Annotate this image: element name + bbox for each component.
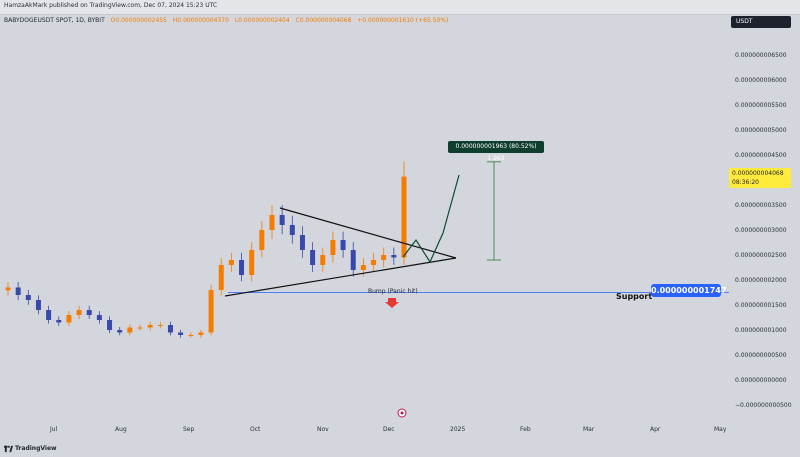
candle-body <box>269 215 275 230</box>
candle-body <box>46 310 52 320</box>
candle-body <box>320 255 326 265</box>
price-tick-label: 0.000000006500 <box>735 52 787 59</box>
publisher-info: HamzaAkMark published on TradingView.com… <box>4 2 218 9</box>
candle-body <box>86 310 92 315</box>
candle-body <box>35 300 41 310</box>
candle-body <box>188 335 194 336</box>
price-tick-label: 0.000000002500 <box>735 252 787 259</box>
top-bar: HamzaAkMark published on TradingView.com… <box>0 0 800 15</box>
candle-body <box>249 250 255 275</box>
time-tick-label: Sep <box>183 426 195 433</box>
price-tick-label: 0.000000003500 <box>735 202 787 209</box>
candle-body <box>76 310 82 315</box>
price-tick-label: 0.000000000000 <box>735 377 787 384</box>
candle-body <box>330 240 336 255</box>
candle-body <box>107 320 113 330</box>
time-tick-label: Oct <box>250 426 261 433</box>
time-tick-label: Mar <box>583 426 595 433</box>
bar-countdown: 08:36:20 <box>732 179 759 186</box>
candle-body <box>239 260 245 275</box>
time-tick-label: Dec <box>383 426 395 433</box>
candle-body <box>391 255 397 258</box>
time-tick-label: Jul <box>50 426 58 433</box>
ohlc-change: +0.000000001610 (+65.50%) <box>357 17 449 24</box>
candle-body <box>157 325 163 326</box>
price-tick-label: 0.000000005500 <box>735 102 787 109</box>
candle-body <box>279 215 285 225</box>
candle-body <box>381 255 387 260</box>
candle-body <box>228 260 234 265</box>
time-tick-label: Aug <box>115 426 127 433</box>
symbol-name[interactable]: BABYDOGEUSDT SPOT, 1D, BYBIT <box>4 17 105 24</box>
ohlc-close: C0.000000004068 <box>295 17 352 24</box>
price-tick-label: 0.000000005000 <box>735 127 787 134</box>
candle-body <box>147 325 153 328</box>
candle-body <box>15 287 21 295</box>
candle-body <box>371 260 377 265</box>
symbol-legend: BABYDOGEUSDT SPOT, 1D, BYBIT O0.00000000… <box>4 17 452 24</box>
currency-selector[interactable]: USDT <box>731 16 791 28</box>
price-tick-label: 0.000000003000 <box>735 227 787 234</box>
candle-body <box>299 235 305 250</box>
candle-body <box>96 315 102 320</box>
candle-body <box>340 240 346 250</box>
time-tick-label: May <box>714 426 727 433</box>
candle-body <box>350 250 356 270</box>
ohlc-open: O0.000000002455 <box>110 17 167 24</box>
candle-body <box>259 230 265 250</box>
price-chart[interactable] <box>0 30 729 422</box>
tradingview-logo-icon <box>4 445 13 453</box>
event-marker-dot <box>400 411 404 415</box>
price-axis[interactable]: 0.000000006500 0.000000006000 0.0000000055… <box>729 30 800 422</box>
candle-body <box>127 327 133 333</box>
candle-body <box>198 332 204 335</box>
candle-body <box>5 287 11 291</box>
candle-body <box>137 327 143 329</box>
time-tick-label: Nov <box>317 426 329 433</box>
upper-trendline <box>279 207 457 259</box>
price-tick-label: 0.000000001000 <box>735 327 787 334</box>
time-tick-label: 2025 <box>450 426 466 433</box>
last-price-badge: 0.000000004068 08:36:20 <box>729 168 791 188</box>
down-arrow-icon <box>385 298 399 308</box>
support-price-badge: 0.000000001747 <box>651 284 727 297</box>
bump-annotation[interactable]: Bump (Panic hit) <box>368 288 418 295</box>
last-price-value: 0.000000004068 <box>732 170 784 177</box>
price-tick-label: 0.000000002000 <box>735 277 787 284</box>
candle-body <box>218 265 224 290</box>
candle-body <box>360 265 366 270</box>
forecast-path <box>402 174 460 264</box>
candle-body <box>289 225 295 235</box>
candle-body <box>310 250 316 265</box>
tradingview-brand[interactable]: TradingView <box>15 445 57 452</box>
candle-body <box>56 320 62 323</box>
price-tick-label: 0.000000000500 <box>735 352 787 359</box>
price-tick-label: 0.000000001500 <box>735 302 787 309</box>
lower-trendline <box>224 257 457 297</box>
time-tick-label: Apr <box>650 426 661 433</box>
footer: TradingView <box>0 441 800 457</box>
time-axis[interactable]: Jul Aug Sep Oct Nov Dec 2025 Feb Mar Apr May <box>0 422 729 438</box>
ohlc-high: H0.000000004370 <box>172 17 229 24</box>
price-tick-label: 0.000000006000 <box>735 77 787 84</box>
candle-body <box>117 330 123 333</box>
price-tick-label: −0.000000000500 <box>735 402 792 409</box>
candle-body <box>167 325 173 333</box>
candle-body <box>66 315 72 323</box>
candle-body <box>25 295 31 300</box>
candle-body <box>178 332 184 335</box>
ohlc-low: L0.000000002404 <box>234 17 290 24</box>
price-tick-label: 0.000000004500 <box>735 152 787 159</box>
support-label[interactable]: Support <box>616 292 653 301</box>
time-tick-label: Feb <box>520 426 531 433</box>
candle-body <box>208 290 214 333</box>
candle-body <box>401 176 407 258</box>
measure-label[interactable]: 0.000000001963 (80.52%) 1,963 <box>448 141 544 162</box>
